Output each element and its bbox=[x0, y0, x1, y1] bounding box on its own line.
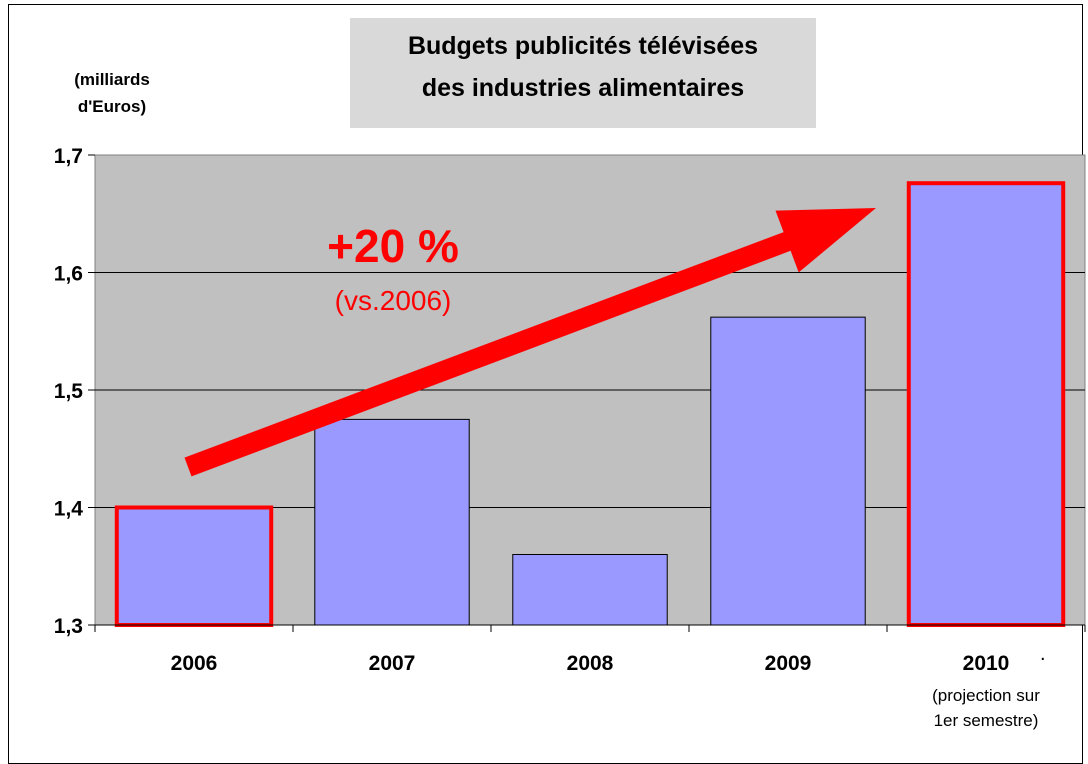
bar bbox=[512, 554, 668, 626]
x-tick-label: 2008 bbox=[567, 652, 614, 675]
bar bbox=[314, 418, 470, 626]
x-tick-sublabel: 1er semestre) bbox=[934, 711, 1039, 730]
y-tick-label: 1,3 bbox=[54, 615, 83, 638]
y-tick-label: 1,5 bbox=[54, 380, 84, 403]
chart-title-line-1: Budgets publicités télévisées bbox=[407, 32, 759, 60]
y-tick-label: 1,7 bbox=[54, 145, 83, 168]
trend-arrow bbox=[184, 208, 876, 477]
x-tick-label: 2007 bbox=[369, 652, 416, 675]
y-axis-label: d'Euros) bbox=[78, 97, 146, 116]
chart-title-box: Budgets publicités télévisées des indust… bbox=[350, 18, 816, 128]
chart-title-line-2: des industries alimentaires bbox=[421, 74, 745, 102]
x-tick-label: 2006 bbox=[171, 652, 218, 675]
y-axis-label: (milliards bbox=[74, 70, 150, 89]
bar bbox=[114, 505, 274, 627]
bar bbox=[710, 316, 866, 626]
bar bbox=[906, 181, 1066, 627]
stray-dot: . bbox=[1040, 643, 1046, 665]
x-tick-label: 2010 bbox=[963, 652, 1010, 675]
y-tick-label: 1,4 bbox=[54, 498, 84, 521]
growth-annotation: +20 % bbox=[327, 220, 459, 272]
y-tick-label: 1,6 bbox=[54, 263, 83, 286]
growth-annotation-sub: (vs.2006) bbox=[335, 285, 452, 316]
x-tick-sublabel: (projection sur bbox=[932, 686, 1040, 705]
x-tick-label: 2009 bbox=[765, 652, 812, 675]
